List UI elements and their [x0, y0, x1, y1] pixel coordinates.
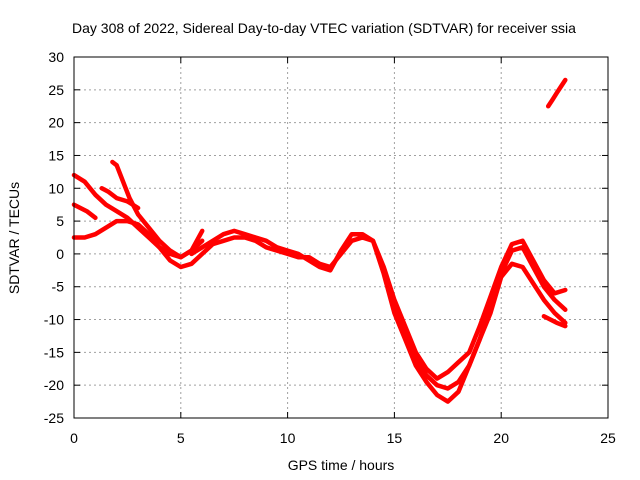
y-tick-label: -15 [44, 344, 64, 360]
series-line-track-d [99, 186, 141, 211]
x-tick-label: 5 [177, 430, 185, 446]
data-series [71, 77, 568, 404]
y-tick-label: 15 [48, 147, 64, 163]
plot-frame [73, 56, 609, 419]
y-tick-label: -10 [44, 312, 64, 328]
y-tick-label: -25 [44, 410, 64, 426]
y-tick-label: 30 [48, 49, 64, 65]
series-line-track-g [392, 261, 568, 391]
series-line-track-i [545, 77, 568, 109]
chart-title: Day 308 of 2022, Sidereal Day-to-day VTE… [72, 20, 576, 36]
y-tick-label: 25 [48, 82, 64, 98]
axis-ticks: 0 5 10 15 20 25 -25 -20 -15 -10 -5 0 5 10 15 20 25 30 [44, 49, 616, 446]
y-tick-label: -5 [52, 279, 65, 295]
y-tick-label: 5 [56, 213, 64, 229]
y-tick-label: -20 [44, 377, 64, 393]
x-tick-label: 10 [280, 430, 296, 446]
series-line-track-f [189, 228, 568, 381]
y-axis-label: SDTVAR / TECUs [6, 182, 22, 294]
x-tick-label: 20 [493, 430, 509, 446]
x-axis-label: GPS time / hours [288, 457, 395, 473]
series-line-track-b [71, 202, 98, 221]
x-tick-label: 15 [387, 430, 403, 446]
y-tick-label: 0 [56, 246, 64, 262]
x-tick-label: 0 [70, 430, 78, 446]
grid-lines [74, 57, 608, 418]
y-tick-label: 10 [48, 180, 64, 196]
x-tick-label: 25 [600, 430, 616, 446]
series-line-track-c [110, 159, 205, 260]
y-tick-label: 20 [48, 115, 64, 131]
series-line-track-h [541, 314, 568, 329]
